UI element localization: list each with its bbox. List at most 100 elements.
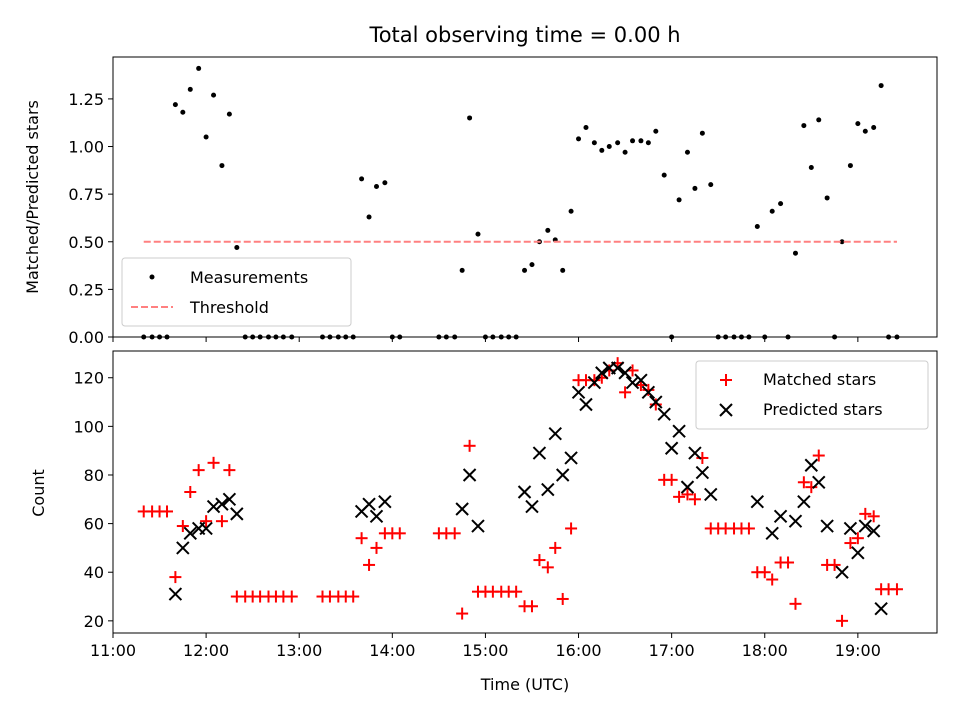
matched-star-point: [192, 464, 205, 477]
predicted-star-point: [618, 366, 632, 380]
measurement-point: [754, 224, 760, 230]
measurement-point: [234, 244, 240, 250]
matched-star-point: [169, 571, 182, 584]
predicted-star-point: [788, 514, 803, 528]
measurement-point: [350, 334, 356, 340]
measurement-point: [638, 138, 644, 144]
matched-star-point: [556, 592, 569, 605]
matched-star-point: [851, 532, 864, 545]
measurement-point: [769, 208, 775, 214]
measurement-point: [482, 334, 488, 340]
count-marks: [137, 357, 903, 627]
measurement-point: [669, 334, 675, 340]
measurement-point: [824, 195, 830, 201]
ratio-panel: 0.00 0.25 0.50 0.75 1.00 1.25 Matched/Predict…: [23, 56, 938, 347]
matched-star-point: [463, 439, 476, 452]
measurement-point: [265, 334, 271, 340]
measurement-point: [816, 117, 822, 123]
legend-measurements-marker: [149, 274, 155, 280]
measurement-point: [684, 149, 690, 155]
predicted-star-point: [471, 519, 485, 533]
measurement-point: [871, 124, 877, 130]
measurement-point: [250, 334, 256, 340]
matched-star-point: [766, 573, 779, 586]
measurement-point: [452, 334, 458, 340]
count-y-ticks: 20 40 60 80 100 120: [73, 369, 113, 631]
matched-star-point: [836, 614, 849, 627]
ratio-y-ticks: 0.00 0.25 0.50 0.75 1.00 1.25: [68, 90, 113, 347]
predicted-star-point: [858, 519, 873, 533]
predicted-star-point: [183, 526, 197, 541]
ratio-marks: [141, 65, 900, 340]
ratio-y-axis-label: Matched/Predicted stars: [23, 100, 42, 294]
predicted-star-point: [765, 526, 779, 541]
measurement-point: [382, 180, 388, 186]
matched-star-point: [161, 505, 174, 518]
measurement-point: [211, 92, 217, 98]
xtick-label: 13:00: [276, 641, 322, 660]
measurement-point: [568, 208, 574, 214]
measurement-point: [862, 128, 868, 134]
predicted-star-point: [704, 487, 718, 502]
measurement-point: [731, 334, 737, 340]
predicted-star-point: [571, 385, 586, 400]
matched-star-point: [223, 464, 236, 477]
predicted-star-point: [532, 446, 547, 460]
predicted-star-point: [843, 521, 858, 536]
predicted-star-point: [750, 495, 765, 509]
measurement-point: [273, 334, 279, 340]
measurement-point: [529, 262, 535, 268]
predicted-star-point: [649, 395, 663, 409]
measurement-point: [389, 334, 395, 340]
measurement-point: [141, 334, 147, 340]
measurement-point: [164, 334, 170, 340]
measurement-point: [653, 128, 659, 134]
measurement-point: [506, 334, 512, 340]
count-legend: Matched stars Predicted stars: [695, 360, 929, 430]
measurement-point: [149, 334, 155, 340]
predicted-star-point: [634, 373, 648, 387]
matched-star-point: [859, 507, 872, 520]
count-ytick-label: 120: [73, 369, 104, 388]
predicted-star-point: [804, 458, 819, 472]
xtick-label: 11:00: [90, 641, 136, 660]
xtick-label: 15:00: [462, 641, 508, 660]
measurement-point: [498, 334, 504, 340]
predicted-star-point: [874, 601, 888, 616]
predicted-star-point: [680, 480, 695, 494]
matched-star-point: [565, 522, 578, 535]
predicted-star-point: [215, 497, 229, 511]
xtick-label: 14:00: [369, 641, 415, 660]
predicted-star-point: [641, 385, 656, 400]
predicted-star-point: [378, 495, 392, 509]
measurement-point: [746, 334, 752, 340]
matched-star-point: [456, 607, 469, 620]
measurement-point: [366, 214, 372, 220]
count-ytick-label: 60: [84, 515, 104, 534]
measurement-point: [343, 334, 349, 340]
count-y-axis-label: Count: [29, 469, 48, 517]
measurement-point: [257, 334, 263, 340]
measurement-point: [203, 134, 209, 140]
predicted-star-point: [797, 495, 811, 509]
predicted-star-point: [168, 587, 183, 601]
matched-star-point: [533, 554, 546, 567]
matched-star-point: [828, 558, 841, 571]
legend-measurements-label: Measurements: [190, 268, 308, 287]
predicted-star-point: [773, 509, 788, 524]
predicted-star-point: [695, 465, 710, 480]
matched-star-point: [549, 541, 562, 554]
measurement-point: [839, 239, 845, 245]
measurement-point: [886, 334, 892, 340]
predicted-star-point: [587, 375, 602, 390]
xtick-label: 18:00: [742, 641, 788, 660]
ratio-ytick-label: 0.50: [68, 233, 104, 252]
measurement-point: [187, 86, 193, 92]
measurement-point: [172, 102, 178, 108]
matched-star-point: [355, 532, 368, 545]
measurement-point: [359, 176, 365, 182]
measurement-point: [847, 163, 853, 169]
matched-star-point: [867, 510, 880, 523]
matched-star-point: [525, 600, 538, 613]
measurement-point: [522, 267, 528, 273]
